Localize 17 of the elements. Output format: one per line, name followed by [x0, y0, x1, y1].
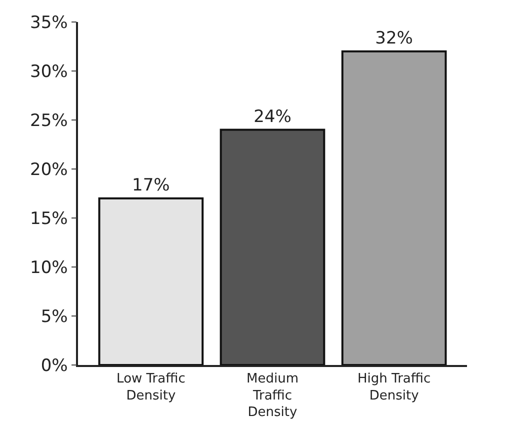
x-tick-label: High Traffic Density [358, 371, 431, 404]
y-tick-label: 25% [30, 110, 68, 131]
bar [220, 128, 326, 365]
bar [341, 50, 447, 365]
y-tick-label: 35% [30, 12, 68, 33]
y-tick-label: 10% [30, 258, 68, 278]
data-label: 32% [375, 28, 413, 48]
y-tick-label: 0% [40, 356, 68, 376]
data-label: 17% [132, 175, 170, 196]
x-tick-label: Low Traffic Density [116, 371, 186, 404]
y-tick-label: 5% [40, 306, 68, 327]
y-tick-label: 20% [30, 160, 68, 180]
bar [98, 197, 204, 365]
x-tick-label: Medium Traffic Density [246, 371, 298, 420]
y-tick-label: 15% [30, 208, 68, 229]
y-tick-label: 30% [30, 62, 68, 82]
data-label: 24% [254, 106, 292, 127]
